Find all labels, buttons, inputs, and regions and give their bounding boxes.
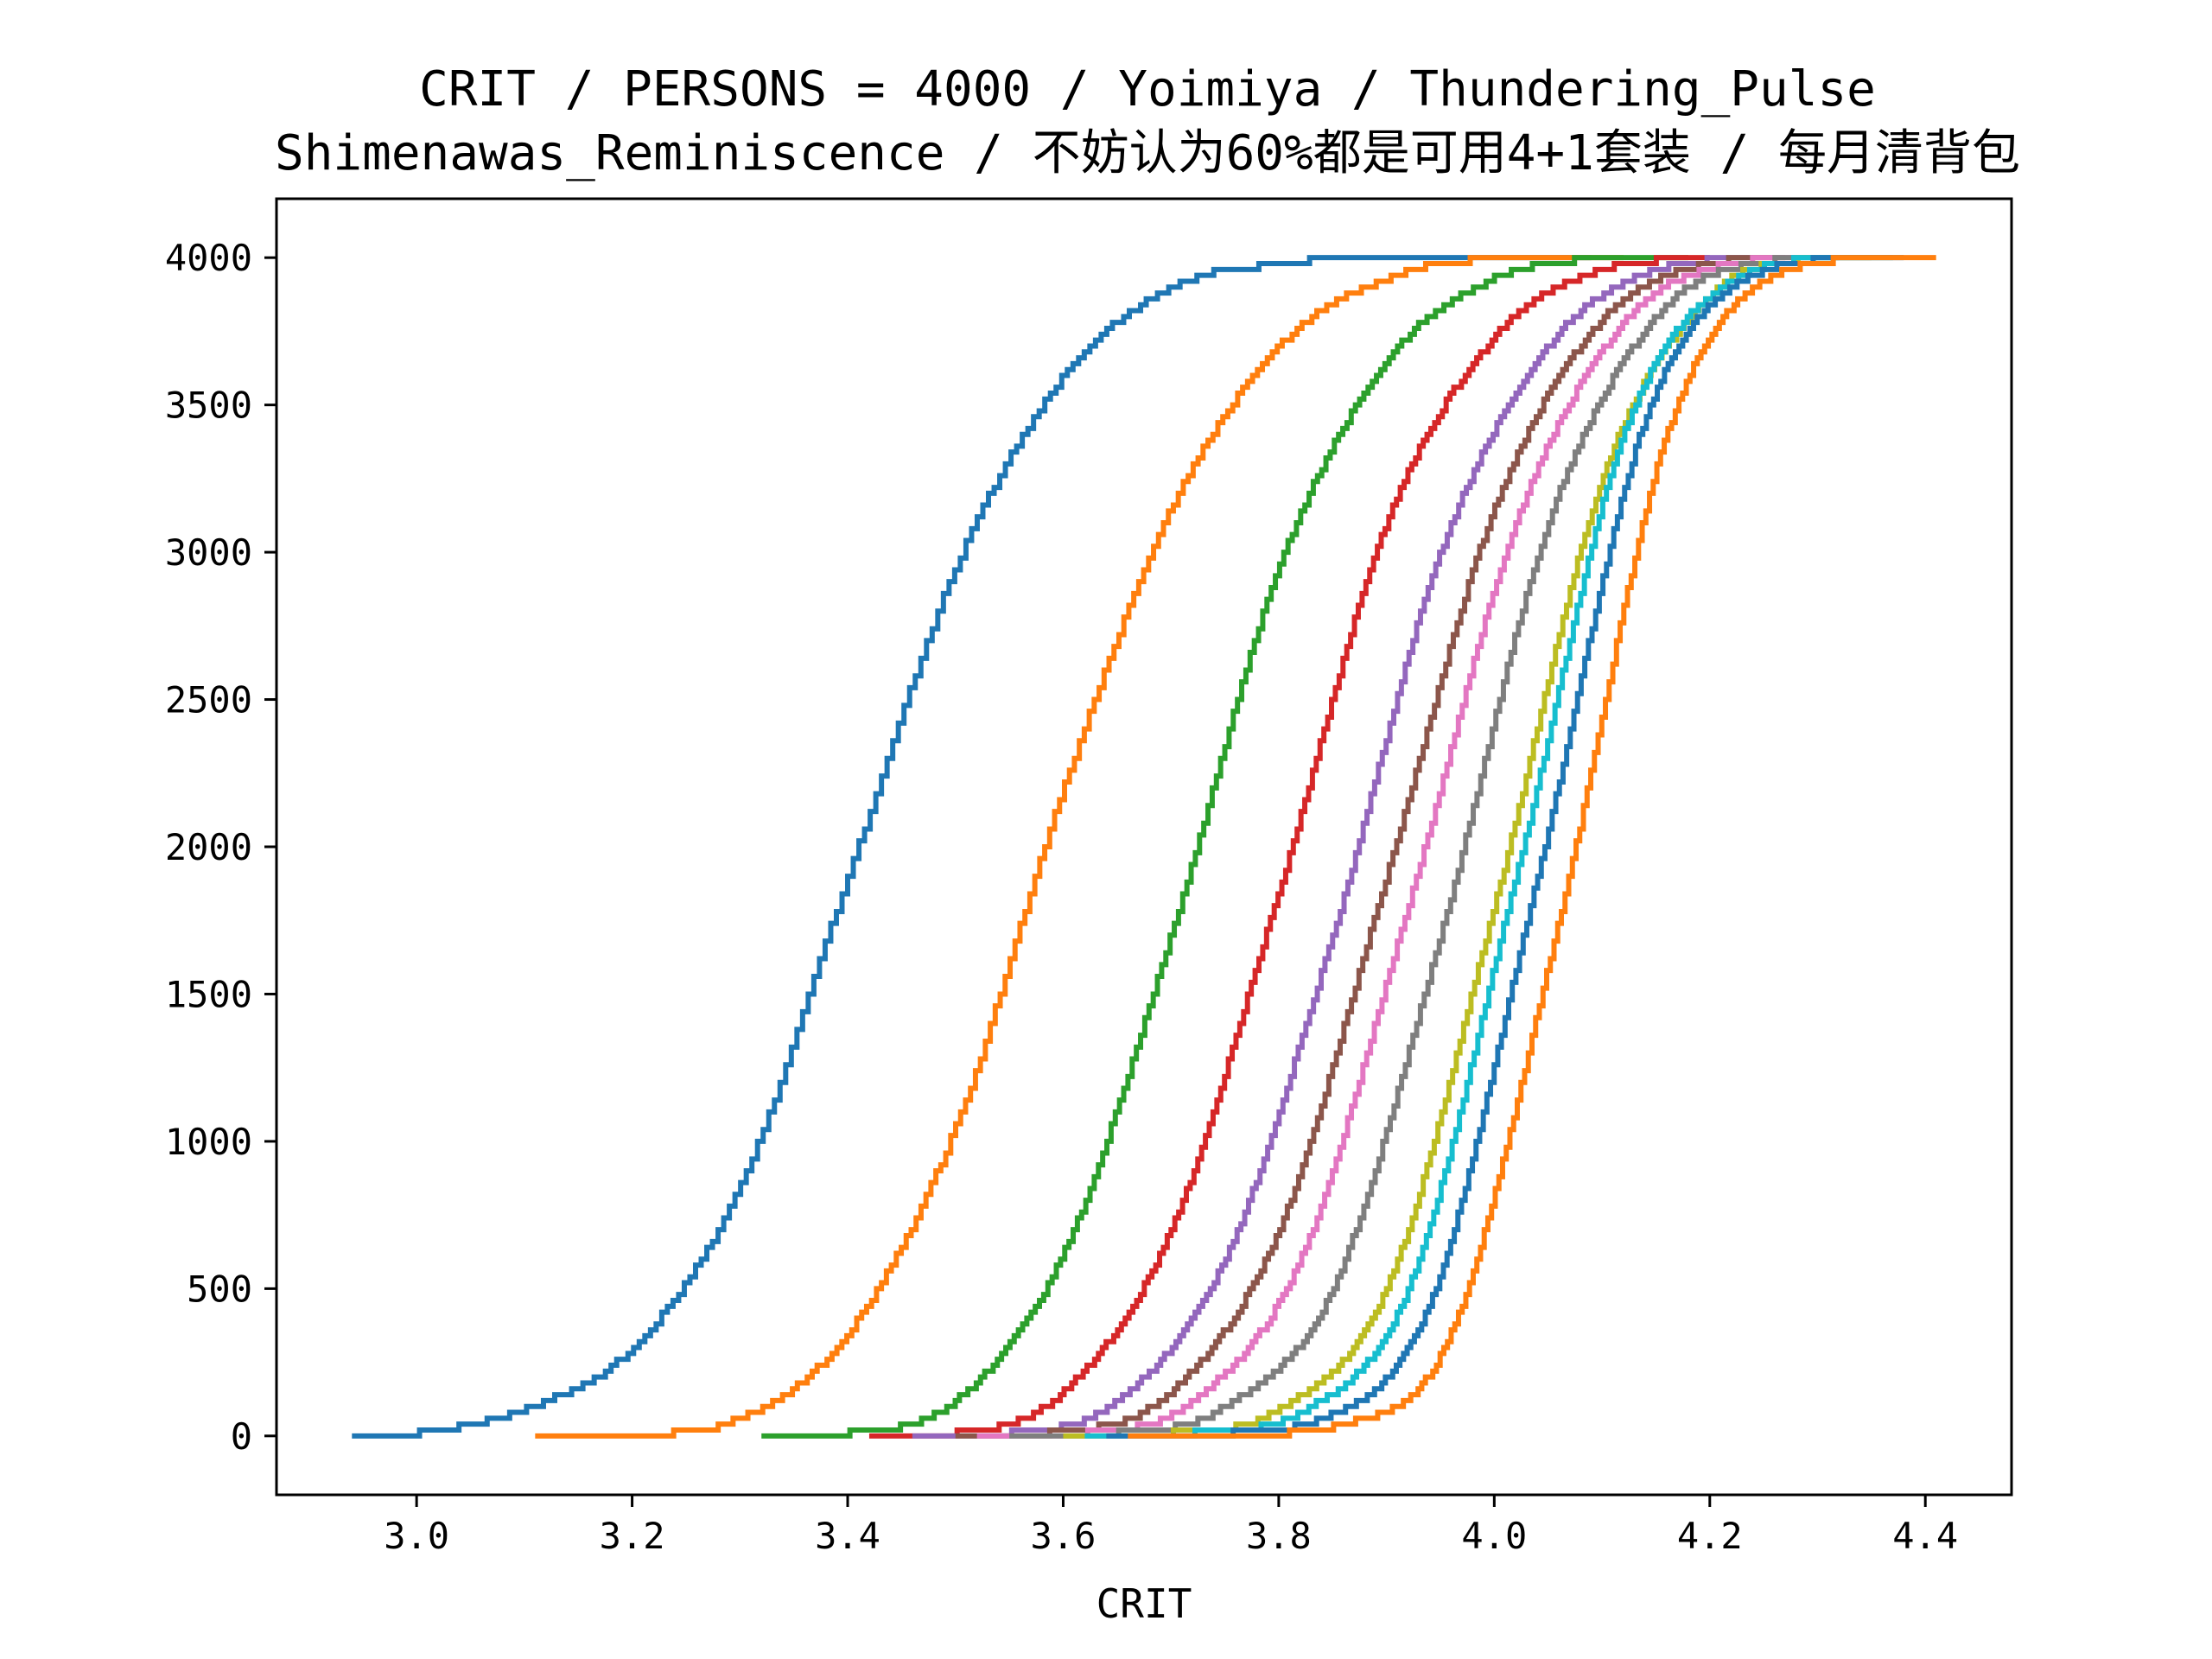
series-line-7 [976,255,1818,1439]
y-tick-label: 2500 [165,679,252,721]
x-tick-label: 3.2 [600,1515,665,1557]
series-line-6 [955,255,1786,1439]
x-axis: 3.0 3.2 3.4 3.6 3.8 4.0 4.2 4.4 [384,1495,1958,1557]
series-line-8 [1009,255,1840,1439]
y-tick-label: 1500 [165,973,252,1015]
x-tick-label: 3.0 [384,1515,449,1557]
x-tick-label: 3.8 [1246,1515,1312,1557]
plot-frame [275,197,2013,1497]
chart-title-line1: CRIT / PERSONS = 4000 / Yoimiya / Thunde… [419,61,1876,118]
x-axis-label: CRIT [1096,1580,1192,1627]
y-tick-label: 4000 [165,237,252,279]
x-tick-label: 4.2 [1677,1515,1743,1557]
series-line-12 [1128,255,1936,1439]
y-tick-label: 3000 [165,531,252,574]
series-line-5 [912,255,1753,1439]
y-tick-label: 500 [187,1268,252,1310]
series-line-1 [352,255,1592,1439]
y-tick-label: 2000 [165,826,252,868]
x-tick-label: 3.6 [1031,1515,1096,1557]
y-tick-label: 1000 [165,1121,252,1163]
x-tick-label: 4.0 [1461,1515,1527,1557]
x-tick-label: 4.4 [1892,1515,1958,1557]
x-tick-label: 3.4 [815,1515,880,1557]
series-line-4 [868,255,1710,1439]
series-line-2 [535,255,1624,1439]
y-tick-label: 3500 [165,385,252,427]
series-line-10 [1084,255,1893,1439]
series-layer [352,255,1936,1439]
series-line-11 [1106,255,1904,1439]
series-line-3 [761,255,1688,1439]
y-tick-label: 0 [231,1415,252,1458]
y-axis: 0 500 1000 1500 2000 2500 3000 3500 4000 [165,237,276,1458]
chart-title-line2: Shimenawas_Reminiscence / 不妨认为60%都是可用4+1… [275,125,2020,181]
